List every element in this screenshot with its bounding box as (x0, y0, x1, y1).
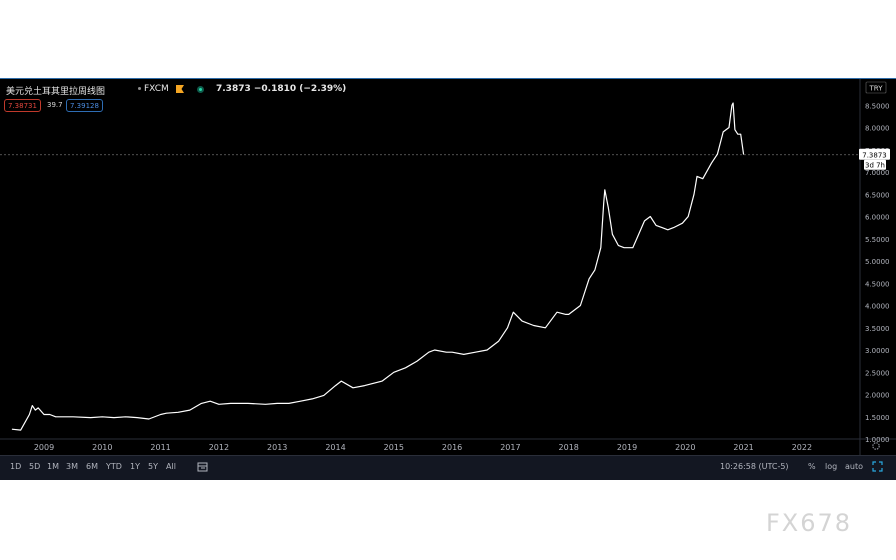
x-tick-label: 2018 (559, 443, 579, 452)
countdown-box (864, 159, 886, 170)
y-tick-label: 2.5000 (865, 369, 890, 377)
y-tick-label: 4.5000 (865, 280, 890, 288)
bid-price[interactable]: 7.38731 (4, 99, 41, 112)
last-price: 7.3873 (216, 84, 251, 94)
separator-dot (138, 87, 141, 90)
range-button-5y[interactable]: 5Y (148, 462, 158, 471)
x-tick-label: 2022 (792, 443, 812, 452)
fullscreen-icon[interactable] (872, 461, 883, 472)
range-button-1y[interactable]: 1Y (130, 462, 140, 471)
y-tick-label: 8.5000 (865, 102, 890, 110)
price-tag-label: 7.3873 (862, 151, 887, 159)
range-button-1d[interactable]: 1D (10, 462, 22, 471)
date-range-icon[interactable] (197, 462, 208, 472)
y-tick-label: 3.0000 (865, 347, 890, 355)
x-tick-label: 2013 (267, 443, 287, 452)
currency-label: TRY (869, 85, 884, 93)
x-tick-label: 2010 (92, 443, 112, 452)
market-status-icon (197, 86, 204, 93)
settings-gear-icon[interactable] (872, 442, 880, 450)
log-toggle[interactable]: log (825, 462, 838, 471)
y-tick-label: 3.5000 (865, 325, 890, 333)
y-tick-label: 2.0000 (865, 392, 890, 400)
range-button-all[interactable]: All (166, 462, 176, 471)
y-tick-label: 6.0000 (865, 214, 890, 222)
price-change: −0.1810 (−2.39%) (253, 84, 347, 94)
range-button-5d[interactable]: 5D (29, 462, 41, 471)
y-tick-label: 4.0000 (865, 303, 890, 311)
x-tick-label: 2015 (384, 443, 404, 452)
y-tick-label: 1.0000 (865, 436, 890, 444)
price-series-line (11, 102, 745, 431)
data-source: FXCM (144, 84, 169, 94)
ask-price[interactable]: 7.39128 (66, 99, 103, 112)
auto-toggle[interactable]: auto (845, 462, 864, 471)
range-button-ytd[interactable]: YTD (106, 462, 122, 471)
range-button-1m[interactable]: 1M (47, 462, 59, 471)
x-tick-label: 2011 (150, 443, 170, 452)
y-tick-label: 5.5000 (865, 236, 890, 244)
flag-icon[interactable] (176, 85, 184, 93)
spread-value: 39.7 (47, 101, 63, 109)
y-tick-label: 6.5000 (865, 191, 890, 199)
range-button-6m[interactable]: 6M (86, 462, 98, 471)
watermark-logo: FX678 (766, 509, 853, 537)
x-tick-label: 2021 (733, 443, 753, 452)
y-tick-label: 7.0000 (865, 169, 890, 177)
currency-badge[interactable] (865, 81, 887, 94)
bottom-toolbar: 1D 5D 1M 3M 6M YTD 1Y 5Y All 10:26:58 (UTC-5) % … (0, 455, 896, 480)
y-tick-label: 5.0000 (865, 258, 890, 266)
percent-toggle[interactable]: % (808, 462, 816, 471)
chart-title: 美元兑土耳其里拉周线图 (6, 87, 106, 97)
range-button-3m[interactable]: 3M (66, 462, 78, 471)
x-tick-label: 2014 (325, 443, 345, 452)
x-tick-label: 2016 (442, 443, 462, 452)
x-tick-label: 2009 (34, 443, 54, 452)
clock-time[interactable]: 10:26:58 (UTC-5) (720, 462, 789, 471)
x-tick-label: 2012 (209, 443, 229, 452)
price-tag-box (859, 148, 890, 160)
countdown-label: 3d 7h (865, 161, 885, 169)
y-tick-label: 1.5000 (865, 414, 890, 422)
price-change-line: 7.3873 −0.1810 (−2.39%) (216, 84, 346, 94)
x-tick-label: 2019 (617, 443, 637, 452)
y-tick-label: 8.0000 (865, 125, 890, 133)
price-chart[interactable]: 1.0000 1.5000 2.0000 2.5000 3.0000 3.5000 4.00… (0, 79, 896, 456)
chart-panel: 1.0000 1.5000 2.0000 2.5000 3.0000 3.5000 4.00… (0, 78, 896, 480)
x-tick-label: 2020 (675, 443, 695, 452)
x-tick-label: 2017 (500, 443, 520, 452)
